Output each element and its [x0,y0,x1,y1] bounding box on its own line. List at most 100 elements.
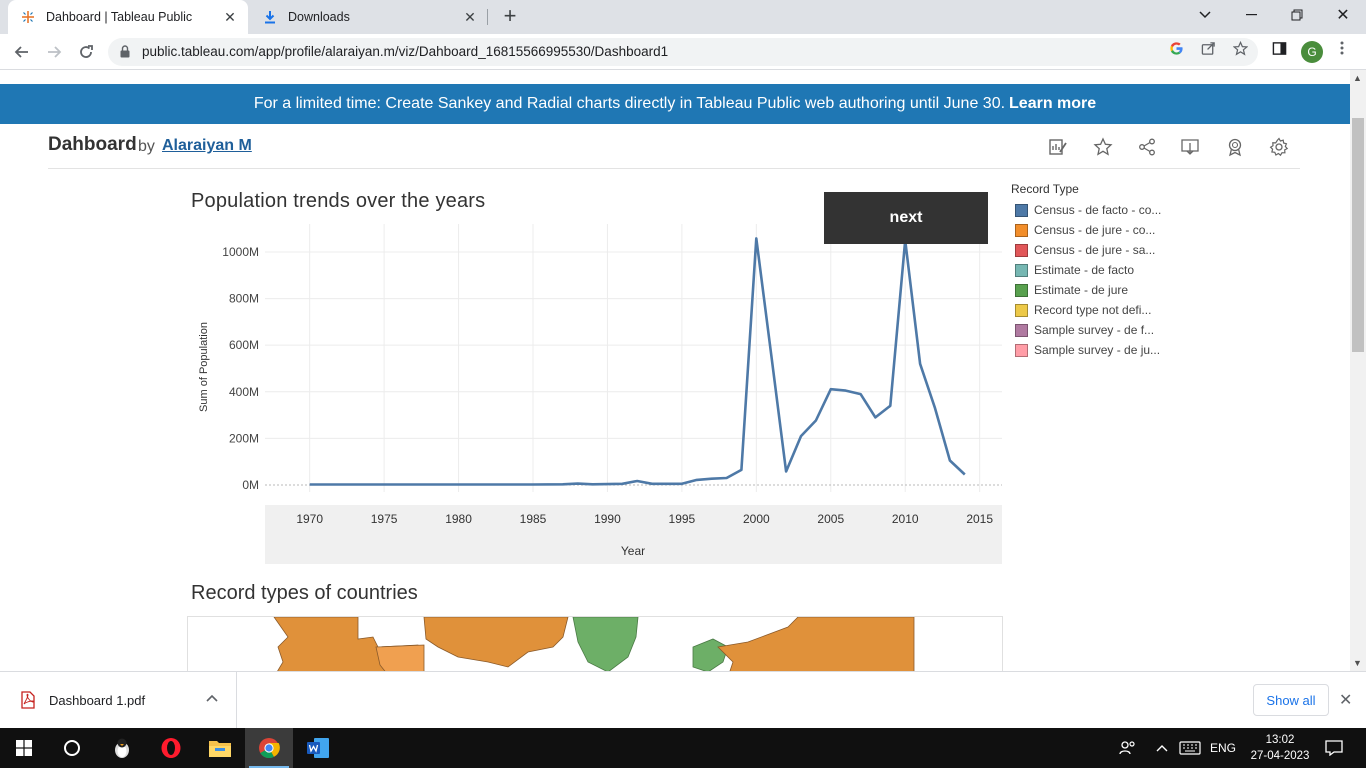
pdf-file-icon [20,691,36,714]
tab-downloads[interactable]: Downloads ✕ [248,0,488,34]
x-axis-label: Year [621,544,645,558]
y-axis-label: Sum of Population [198,322,210,412]
edit-viz-icon[interactable] [1046,135,1070,159]
reload-button[interactable] [74,40,98,64]
google-translate-icon[interactable] [1168,40,1184,56]
file-explorer-icon[interactable] [196,728,244,768]
search-circle-icon[interactable] [48,728,96,768]
forward-button[interactable] [42,40,66,64]
tab-search-icon[interactable] [1182,0,1228,30]
legend-title: Record Type [1011,182,1079,196]
legend-item[interactable]: Estimate - de jure [1011,280,1161,300]
badge-icon[interactable] [1223,135,1247,159]
tab-strip: Dahboard | Tableau Public ✕ Downloads ✕ … [0,0,1366,34]
close-download-bar-icon[interactable]: ✕ [1339,692,1353,709]
x-tick-label: 2015 [966,512,993,526]
tab-separator [487,9,488,25]
bookmark-star-icon[interactable] [1232,40,1248,56]
map-region-canada-arctic[interactable] [423,617,569,668]
legend-item[interactable]: Estimate - de facto [1011,260,1161,280]
download-item[interactable]: Dashboard 1.pdf [0,672,237,728]
map-region-greenland[interactable] [572,617,639,671]
people-icon[interactable] [1114,728,1142,768]
download-icon [262,9,278,25]
favorite-star-icon[interactable] [1091,135,1115,159]
legend-label: Census - de jure - co... [1034,223,1156,237]
learn-more-link[interactable]: Learn more [1009,95,1097,112]
settings-gear-icon[interactable] [1267,135,1291,159]
penguin-app-icon[interactable] [98,728,146,768]
x-tick-label: 2000 [743,512,770,526]
x-tick-label: 1980 [445,512,472,526]
banner-text: For a limited time: Create Sankey and Ra… [253,95,1006,112]
map-region-eurasia[interactable] [717,617,915,671]
page-scrollbar[interactable]: ▲ ▼ [1350,70,1366,671]
legend-label: Estimate - de jure [1034,283,1129,297]
map-region-scandinavia[interactable] [692,638,729,671]
language-indicator[interactable]: ENG [1209,741,1236,755]
legend-item[interactable]: Census - de jure - sa... [1011,240,1161,260]
y-axis-ticks: 0M 200M 400M 600M 800M 1000M [222,245,259,492]
x-tick-label: 2010 [892,512,919,526]
tableau-page: For a limited time: Create Sankey and Ra… [0,70,1350,671]
download-filename[interactable]: Dashboard 1.pdf [49,693,146,708]
chrome-taskbar-icon[interactable] [245,728,293,768]
population-line-chart[interactable]: 0M 200M 400M 600M 800M 1000M 1970 1975 1980 1985… [190,220,1005,565]
clock-date: 27-04-2023 [1250,750,1310,762]
side-panel-icon[interactable] [1271,40,1287,56]
population-series-line[interactable] [309,237,966,486]
close-tab-icon[interactable]: ✕ [464,8,476,25]
legend-swatch [1015,343,1028,357]
legend-item[interactable]: Census - de jure - co... [1011,220,1161,240]
url-text[interactable]: public.tableau.com/app/profile/alaraiyan… [142,44,669,59]
opera-browser-icon[interactable] [147,728,195,768]
author-link[interactable]: Alaraiyan M [162,137,252,154]
download-viz-icon[interactable] [1178,135,1202,159]
legend-item[interactable]: Sample survey - de f... [1011,320,1161,340]
taskbar-clock[interactable]: 13:02 27-04-2023 [1240,732,1320,764]
close-tab-icon[interactable]: ✕ [224,8,236,25]
x-tick-label: 1985 [520,512,547,526]
y-tick-label: 400M [229,385,259,399]
address-bar[interactable]: public.tableau.com/app/profile/alaraiyan… [108,38,1258,66]
legend: Record Type Census - de facto - co... Cen… [1011,182,1161,360]
restore-button[interactable] [1274,0,1320,30]
legend-item[interactable]: Record type not defi... [1011,300,1161,320]
legend-label: Census - de facto - co... [1034,203,1162,217]
x-tick-label: 1995 [669,512,696,526]
keyboard-icon[interactable] [1176,728,1204,768]
lock-icon[interactable] [120,45,130,63]
close-window-button[interactable]: ✕ [1336,7,1350,24]
show-all-button[interactable]: Show all [1253,684,1329,716]
notifications-icon[interactable] [1318,728,1350,768]
back-button[interactable] [10,40,34,64]
viz-title-bar: Dahboard by Alaraiyan M [48,133,1300,169]
tab-tableau[interactable]: Dahboard | Tableau Public ✕ [8,0,248,34]
chevron-up-icon[interactable] [206,691,218,705]
minimize-button[interactable] [1228,0,1274,30]
x-tick-label: 2005 [817,512,844,526]
viz-title: Dahboard [48,134,137,155]
word-app-icon[interactable] [294,728,342,768]
new-tab-button[interactable]: + [503,3,517,28]
share-page-icon[interactable] [1200,40,1216,56]
map-region-usa[interactable] [375,644,425,671]
x-tick-label: 1975 [371,512,398,526]
chrome-menu-icon[interactable] [1334,40,1350,56]
world-map[interactable] [187,616,1003,671]
legend-label: Sample survey - de f... [1034,323,1155,337]
share-icon[interactable] [1135,135,1159,159]
scrollbar-thumb[interactable] [1352,118,1364,352]
by-label: by [138,138,155,155]
profile-avatar[interactable]: G [1301,41,1323,63]
legend-item[interactable]: Sample survey - de ju... [1011,340,1161,360]
x-axis-band [265,505,1002,564]
next-button[interactable]: next [824,192,988,244]
tray-chevron-icon[interactable] [1152,728,1172,768]
windows-start-icon[interactable] [0,728,48,768]
legend-item[interactable]: Census - de facto - co... [1011,200,1161,220]
legend-label: Estimate - de facto [1034,263,1135,277]
scroll-up-icon[interactable]: ▲ [1353,73,1362,83]
scroll-down-icon[interactable]: ▼ [1353,658,1362,668]
x-tick-label: 1970 [296,512,323,526]
